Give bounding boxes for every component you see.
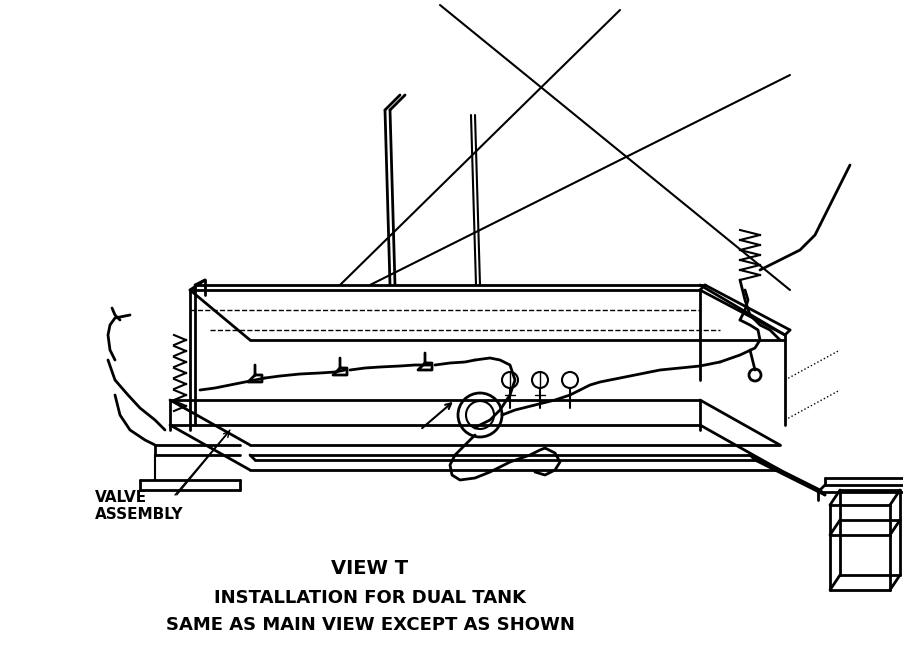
Text: VALVE
ASSEMBLY: VALVE ASSEMBLY xyxy=(95,490,183,523)
Text: INSTALLATION FOR DUAL TANK: INSTALLATION FOR DUAL TANK xyxy=(214,589,526,607)
Text: VIEW T: VIEW T xyxy=(331,558,408,577)
Text: SAME AS MAIN VIEW EXCEPT AS SHOWN: SAME AS MAIN VIEW EXCEPT AS SHOWN xyxy=(165,616,573,634)
